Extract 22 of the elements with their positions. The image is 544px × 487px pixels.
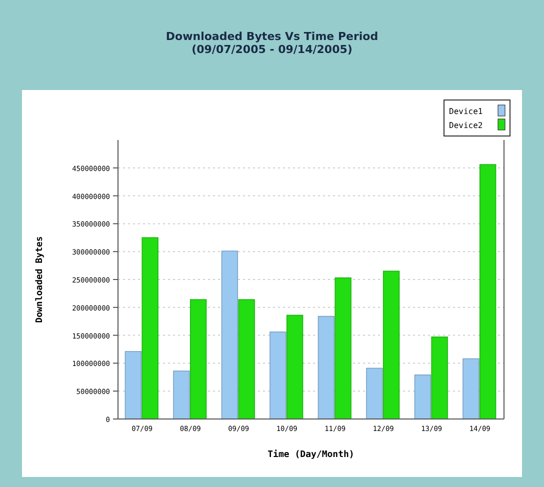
bar [142, 237, 158, 420]
y-axis-title: Downloaded Bytes [35, 236, 45, 323]
bar [221, 250, 238, 420]
chart-subtitle: (09/07/2005 - 09/14/2005) [192, 43, 352, 56]
bar [431, 336, 448, 420]
bar [318, 316, 335, 420]
legend-label: Device1 [449, 107, 483, 116]
bar [334, 277, 352, 420]
bar [190, 299, 207, 420]
bar [173, 370, 190, 420]
bar [366, 368, 383, 420]
legend-label: Device2 [449, 121, 483, 130]
bar [238, 299, 255, 420]
bar [414, 374, 432, 420]
bar [286, 314, 304, 420]
x-axis-title: Time (Day/Month) [268, 449, 354, 460]
bar [479, 164, 496, 420]
chart-title: Downloaded Bytes Vs Time Period [166, 30, 378, 43]
bar [124, 351, 142, 420]
bar [462, 358, 480, 420]
bar [270, 332, 286, 420]
bar [382, 270, 400, 420]
